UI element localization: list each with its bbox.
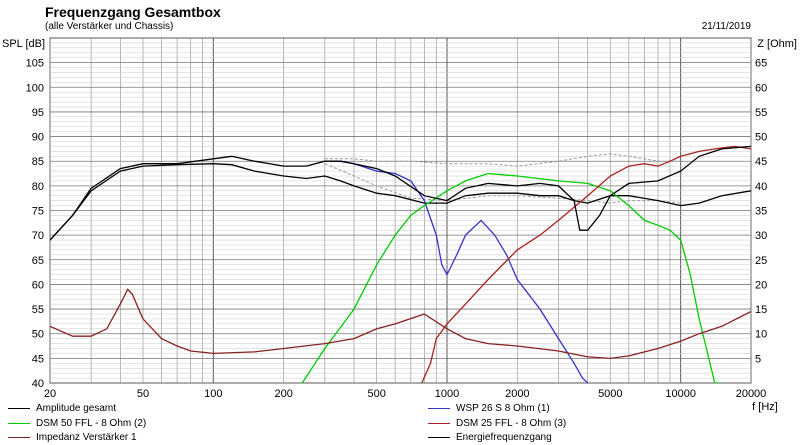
- y-tick-label-right: 45: [755, 156, 767, 168]
- x-tick-label: 5000: [598, 388, 622, 400]
- y-tick-label-left: 55: [32, 304, 44, 316]
- y-tick-label-right: 20: [755, 279, 767, 291]
- series-line-energiefrequenzgang: [50, 145, 751, 241]
- x-tick-label: 200: [274, 388, 292, 400]
- legend-item: DSM 50 FFL - 8 Ohm (2): [8, 418, 146, 429]
- chart-date: 21/11/2019: [701, 21, 751, 32]
- legend-label: Energiefrequenzgang: [456, 432, 552, 443]
- legend-item: Energiefrequenzgang: [428, 432, 552, 443]
- y-tick-label-right: 40: [755, 181, 767, 193]
- legend-swatch: [8, 437, 30, 438]
- chart-title: Frequenzgang Gesamtbox: [45, 4, 221, 20]
- series-line-wsp-26-s-8-ohm-1: [324, 160, 589, 383]
- y-tick-label-right: 25: [755, 255, 767, 267]
- chart-subtitle: (alle Verstärker und Chassis): [45, 21, 174, 32]
- y-tick-label-left: 90: [32, 132, 44, 144]
- legend-label: DSM 50 FFL - 8 Ohm (2): [36, 418, 147, 429]
- legend-swatch: [428, 437, 450, 438]
- legend-item: DSM 25 FFL - 8 Ohm (3): [428, 418, 566, 429]
- y-tick-label-left: 40: [32, 378, 44, 390]
- y-tick-label-left: 105: [26, 58, 44, 70]
- legend-swatch: [8, 408, 30, 409]
- y-tick-label-right: 15: [755, 304, 767, 316]
- y-tick-label-left: 80: [32, 181, 44, 193]
- y-tick-label-left: 70: [32, 230, 44, 242]
- y-tick-label-right: 10: [755, 329, 767, 341]
- x-tick-label: 20000: [736, 388, 767, 400]
- y-tick-label-left: 50: [32, 329, 44, 341]
- x-tick-label: 1000: [435, 388, 459, 400]
- legend-label: Amplitude gesamt: [36, 403, 117, 414]
- series-line-impedanz-verst-rker-1: [50, 288, 751, 360]
- y-tick-label-right: 50: [755, 132, 767, 144]
- y-tick-label-right: 30: [755, 230, 767, 242]
- y-tick-label-left: 95: [32, 107, 44, 119]
- y-tick-label-right: 60: [755, 82, 767, 94]
- legend-item: WSP 26 S 8 Ohm (1): [428, 403, 550, 414]
- y-tick-label-left: 100: [26, 82, 44, 94]
- legend-label: DSM 25 FFL - 8 Ohm (3): [456, 418, 567, 429]
- y-tick-label-left: 45: [32, 353, 44, 365]
- y-tick-label-right: 65: [755, 58, 767, 70]
- legend-swatch: [8, 423, 30, 424]
- legend-label: Impedanz Verstärker 1: [36, 432, 137, 443]
- x-tick-label: 100: [204, 388, 222, 400]
- y-tick-label-left: 60: [32, 279, 44, 291]
- x-tick-label: 20: [44, 388, 56, 400]
- series-line-dsm-25-ffl-8-ohm-3: [421, 145, 751, 383]
- y-axis-label-right: Z [Ohm]: [757, 38, 797, 50]
- legend-label: WSP 26 S 8 Ohm (1): [456, 403, 550, 414]
- series-line-dsm-50-ffl-8-ohm-2: [301, 172, 722, 383]
- y-tick-label-right: 5: [755, 353, 761, 365]
- x-tick-label: 2000: [505, 388, 529, 400]
- legend-swatch: [428, 408, 450, 409]
- series-line-dashed: [324, 163, 681, 204]
- x-tick-label: 10000: [665, 388, 696, 400]
- x-tick-label: 500: [367, 388, 385, 400]
- series-line-dashed: [324, 153, 681, 167]
- y-tick-label-left: 75: [32, 206, 44, 218]
- y-tick-label-right: 35: [755, 206, 767, 218]
- x-axis-label: f [Hz]: [752, 401, 778, 413]
- y-tick-label-left: 65: [32, 255, 44, 267]
- series-line-amplitude-gesamt: [50, 163, 751, 241]
- legend-swatch: [428, 423, 450, 424]
- y-tick-label-left: 85: [32, 156, 44, 168]
- y-axis-label-left: SPL [dB]: [2, 38, 45, 50]
- legend-item: Amplitude gesamt: [8, 403, 116, 414]
- y-tick-label-right: 55: [755, 107, 767, 119]
- legend-item: Impedanz Verstärker 1: [8, 432, 137, 443]
- x-tick-label: 50: [137, 388, 149, 400]
